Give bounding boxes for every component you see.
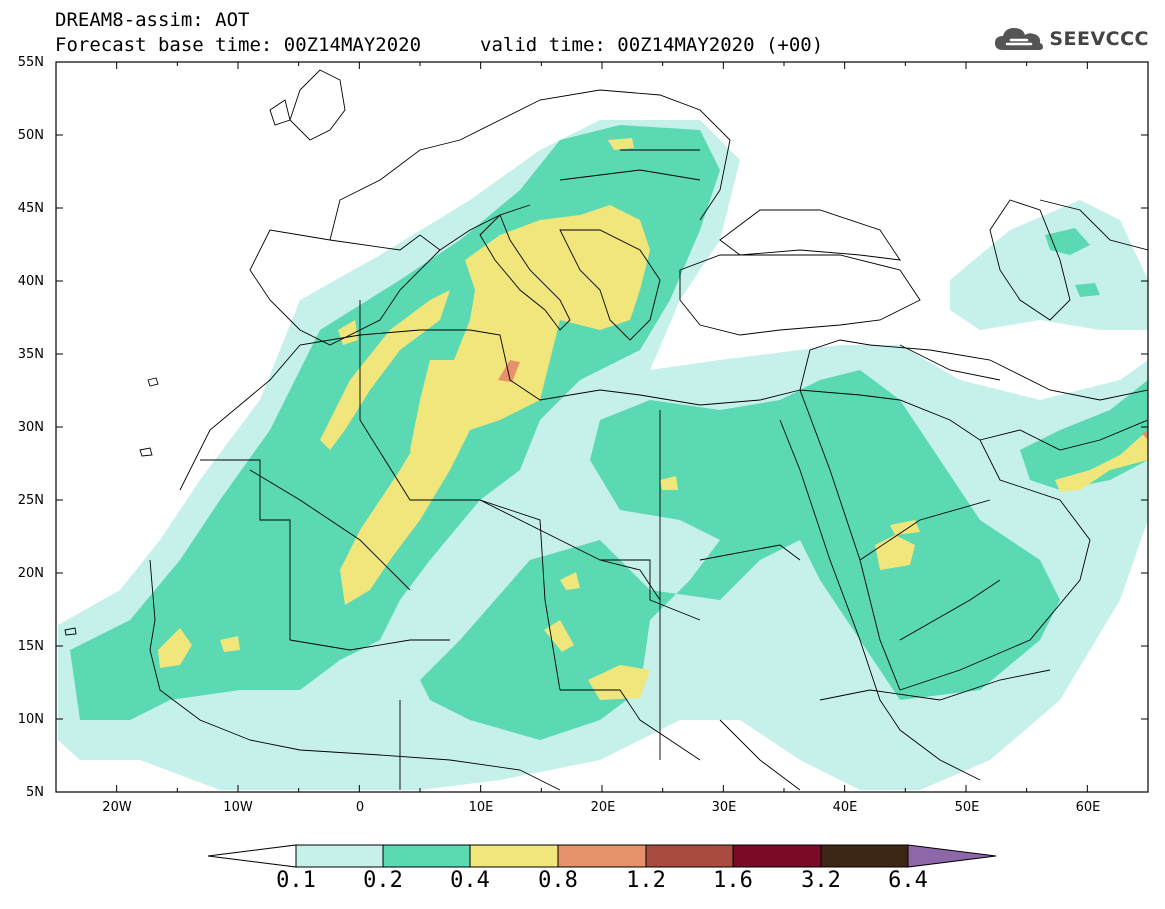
colorbar-under-arrow	[207, 844, 297, 868]
cloud-icon	[995, 28, 1044, 50]
coastlines-borders	[64, 69, 1148, 791]
lon-label: 10W	[223, 800, 253, 815]
colorbar-label: 0.2	[363, 868, 403, 893]
valid-time: valid time: 00Z14MAY2020 (+00)	[480, 34, 824, 56]
lat-label: 35N	[17, 347, 44, 362]
lon-label: 20W	[102, 800, 132, 815]
colorbar-bin-1	[295, 844, 384, 868]
lat-label: 40N	[17, 274, 44, 289]
colorbar-over-arrow	[907, 844, 997, 868]
lon-label: 60E	[1075, 800, 1101, 815]
lat-label: 45N	[17, 201, 44, 216]
lat-label: 30N	[17, 420, 44, 435]
lon-label: 50E	[954, 800, 980, 815]
logo-text: SEEVCCC	[1049, 28, 1149, 50]
forecast-base-time: Forecast base time: 00Z14MAY2020	[55, 34, 422, 56]
lon-label: 40E	[832, 800, 858, 815]
colorbar-bin-4	[557, 844, 647, 868]
colorbar-label: 1.6	[713, 868, 753, 893]
lon-label: 0	[355, 800, 365, 815]
colorbar-label: 0.1	[276, 868, 316, 893]
lat-label: 5N	[26, 785, 44, 800]
lon-label: 20E	[590, 800, 616, 815]
colorbar-bin-2	[382, 844, 471, 868]
seevccc-logo: SEEVCCC	[993, 24, 1149, 54]
lat-label: 50N	[17, 128, 44, 143]
lat-label: 25N	[17, 493, 44, 508]
colorbar-bin-6	[732, 844, 822, 868]
colorbar-label: 6.4	[888, 868, 928, 893]
lat-label: 55N	[17, 55, 44, 70]
colorbar-label: 3.2	[801, 868, 841, 893]
colorbar-label: 0.4	[450, 868, 490, 893]
colorbar-bin-3	[469, 844, 559, 868]
lat-label: 20N	[17, 566, 44, 581]
map-title: DREAM8-assim: AOT	[55, 9, 250, 31]
lon-label: 30E	[711, 800, 737, 815]
lat-label: 15N	[17, 639, 44, 654]
colorbar-bin-7	[820, 844, 909, 868]
colorbar	[207, 844, 997, 868]
lon-label: 10E	[468, 800, 494, 815]
colorbar-label: 0.8	[538, 868, 578, 893]
colorbar-label: 1.2	[626, 868, 666, 893]
colorbar-bin-5	[645, 844, 734, 868]
axis-ticks	[55, 61, 1149, 793]
lat-label: 10N	[17, 712, 44, 727]
